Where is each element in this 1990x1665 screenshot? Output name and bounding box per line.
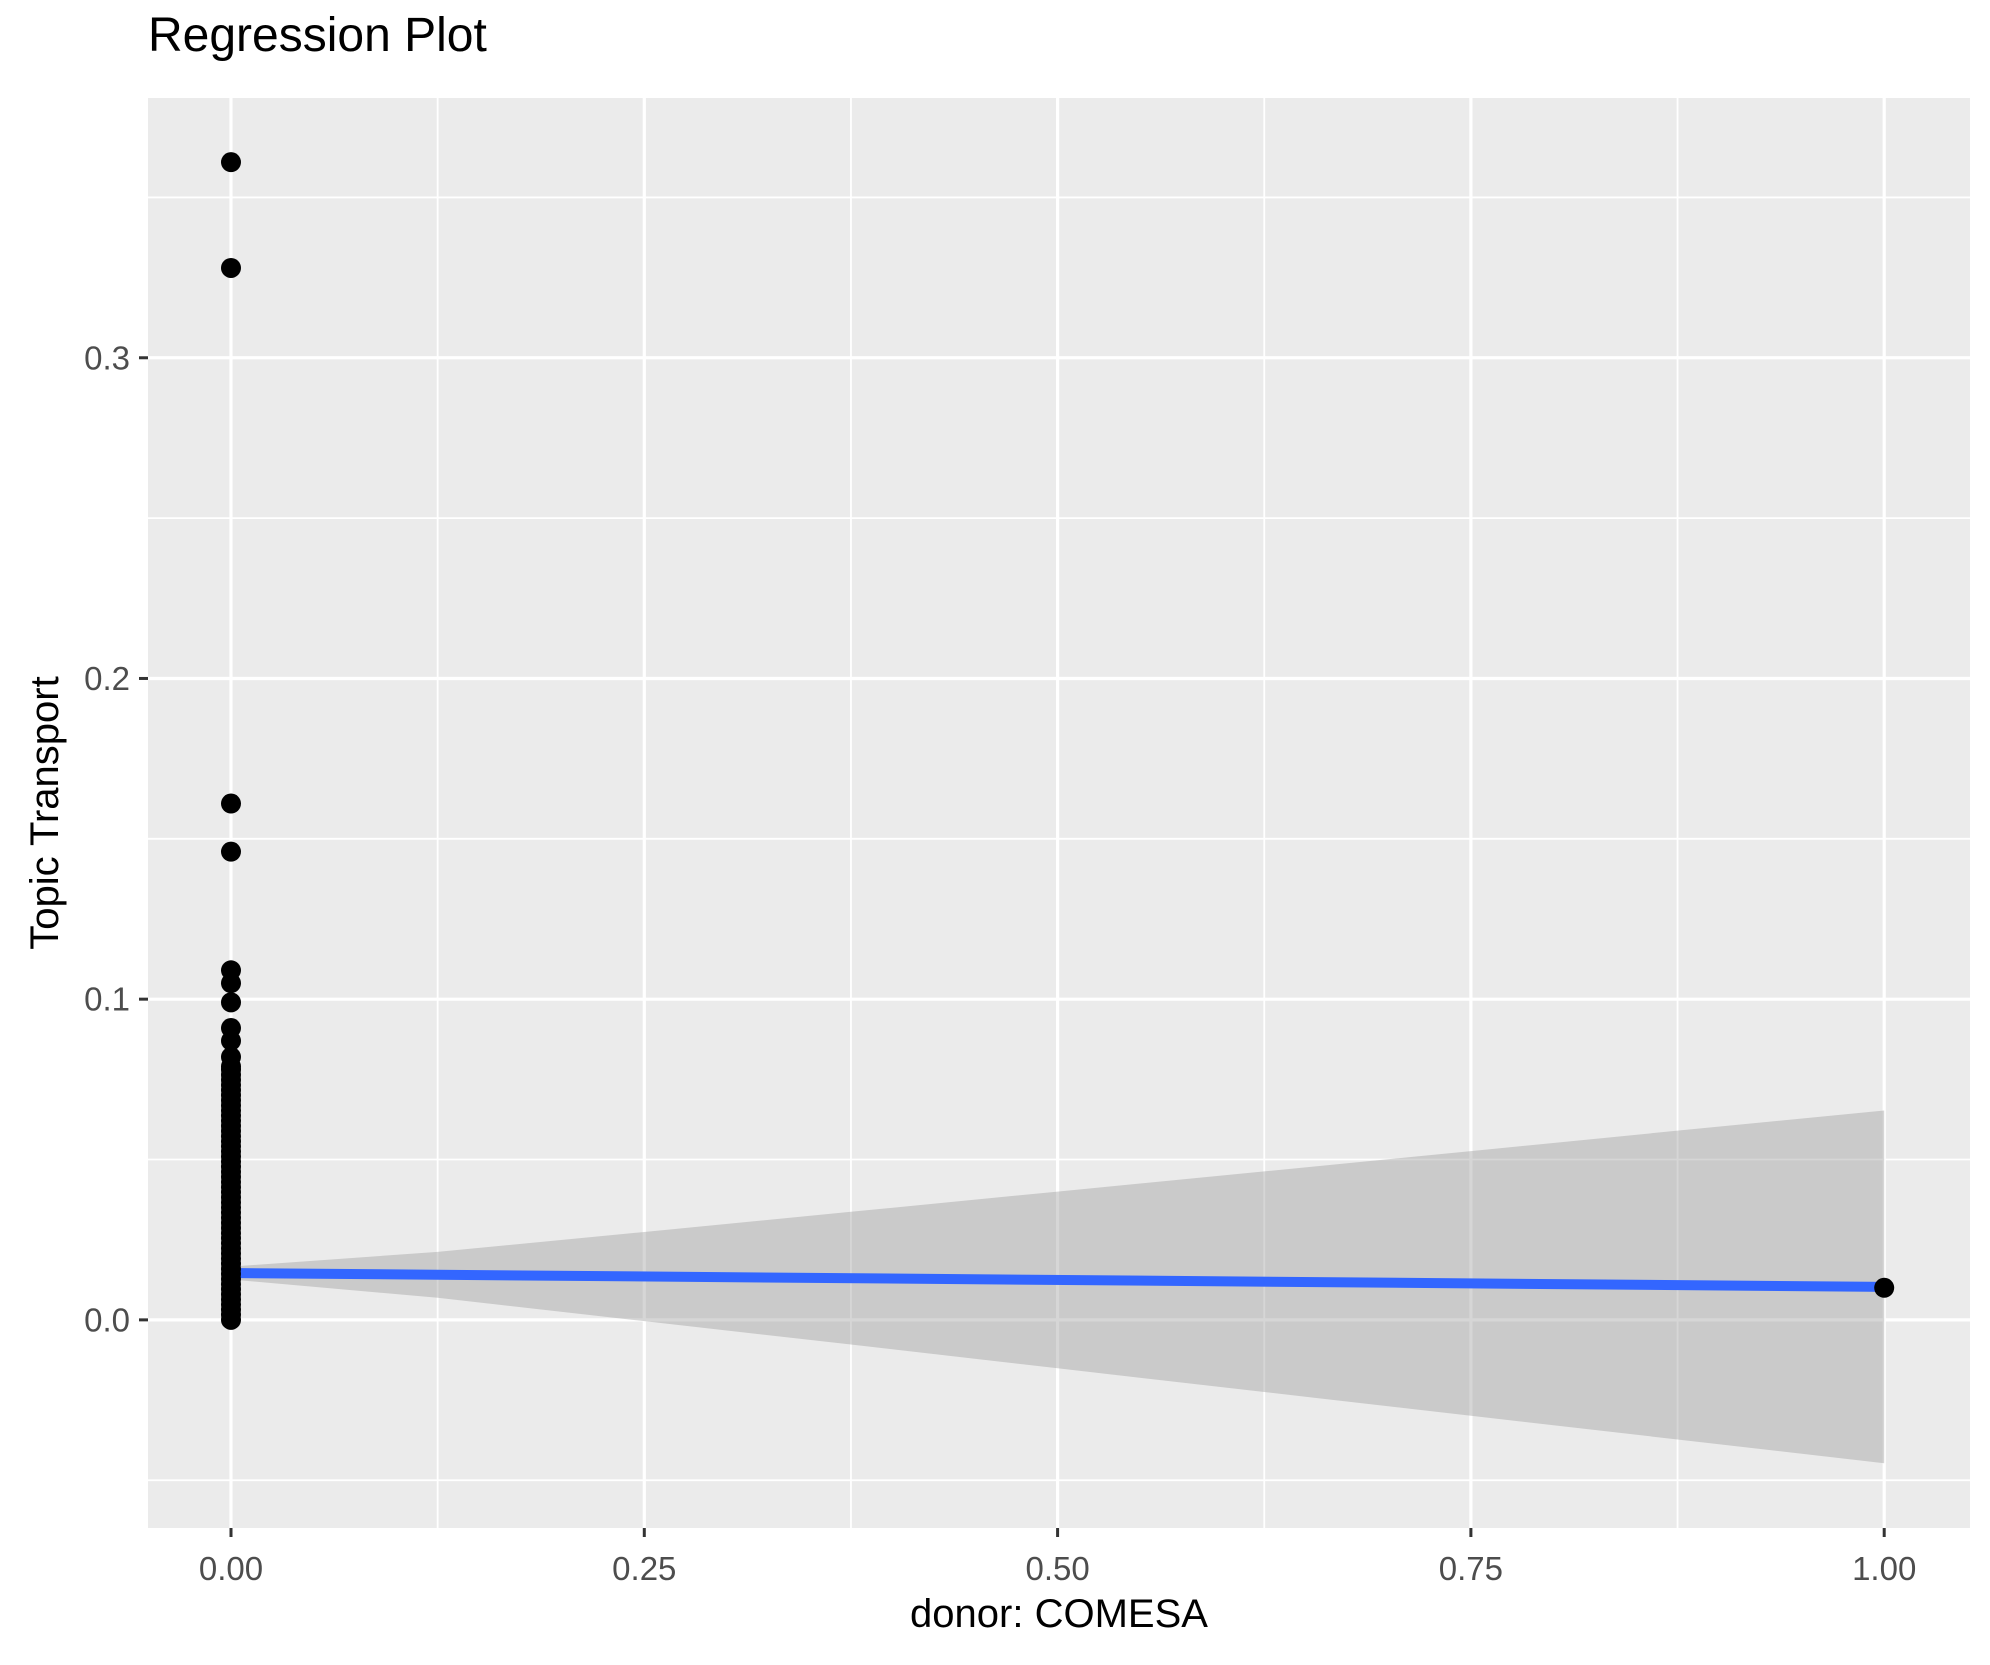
y-tick-label: 0.1 xyxy=(84,981,130,1018)
x-tick-label: 0.75 xyxy=(1439,1550,1503,1587)
data-point xyxy=(220,1059,241,1080)
data-point xyxy=(1874,1277,1895,1298)
y-tick-label: 0.0 xyxy=(84,1301,130,1338)
x-axis-title: donor: COMESA xyxy=(910,1592,1208,1636)
regression-line xyxy=(230,1268,1885,1292)
data-point xyxy=(220,992,241,1013)
x-tick-label: 1.00 xyxy=(1852,1550,1916,1587)
data-point xyxy=(220,793,241,814)
x-tick-label: 0.25 xyxy=(612,1550,676,1587)
y-tick-label: 0.2 xyxy=(84,660,130,697)
data-point xyxy=(220,1030,241,1051)
data-point xyxy=(220,973,241,994)
confidence-ribbon xyxy=(230,1110,1885,1464)
data-point xyxy=(220,841,241,862)
data-point xyxy=(220,152,241,173)
data-point xyxy=(220,257,241,278)
x-tick-label: 0.00 xyxy=(199,1550,263,1587)
plot-title: Regression Plot xyxy=(148,9,487,62)
x-tick-label: 0.50 xyxy=(1025,1550,1089,1587)
y-tick-label: 0.3 xyxy=(84,339,130,376)
